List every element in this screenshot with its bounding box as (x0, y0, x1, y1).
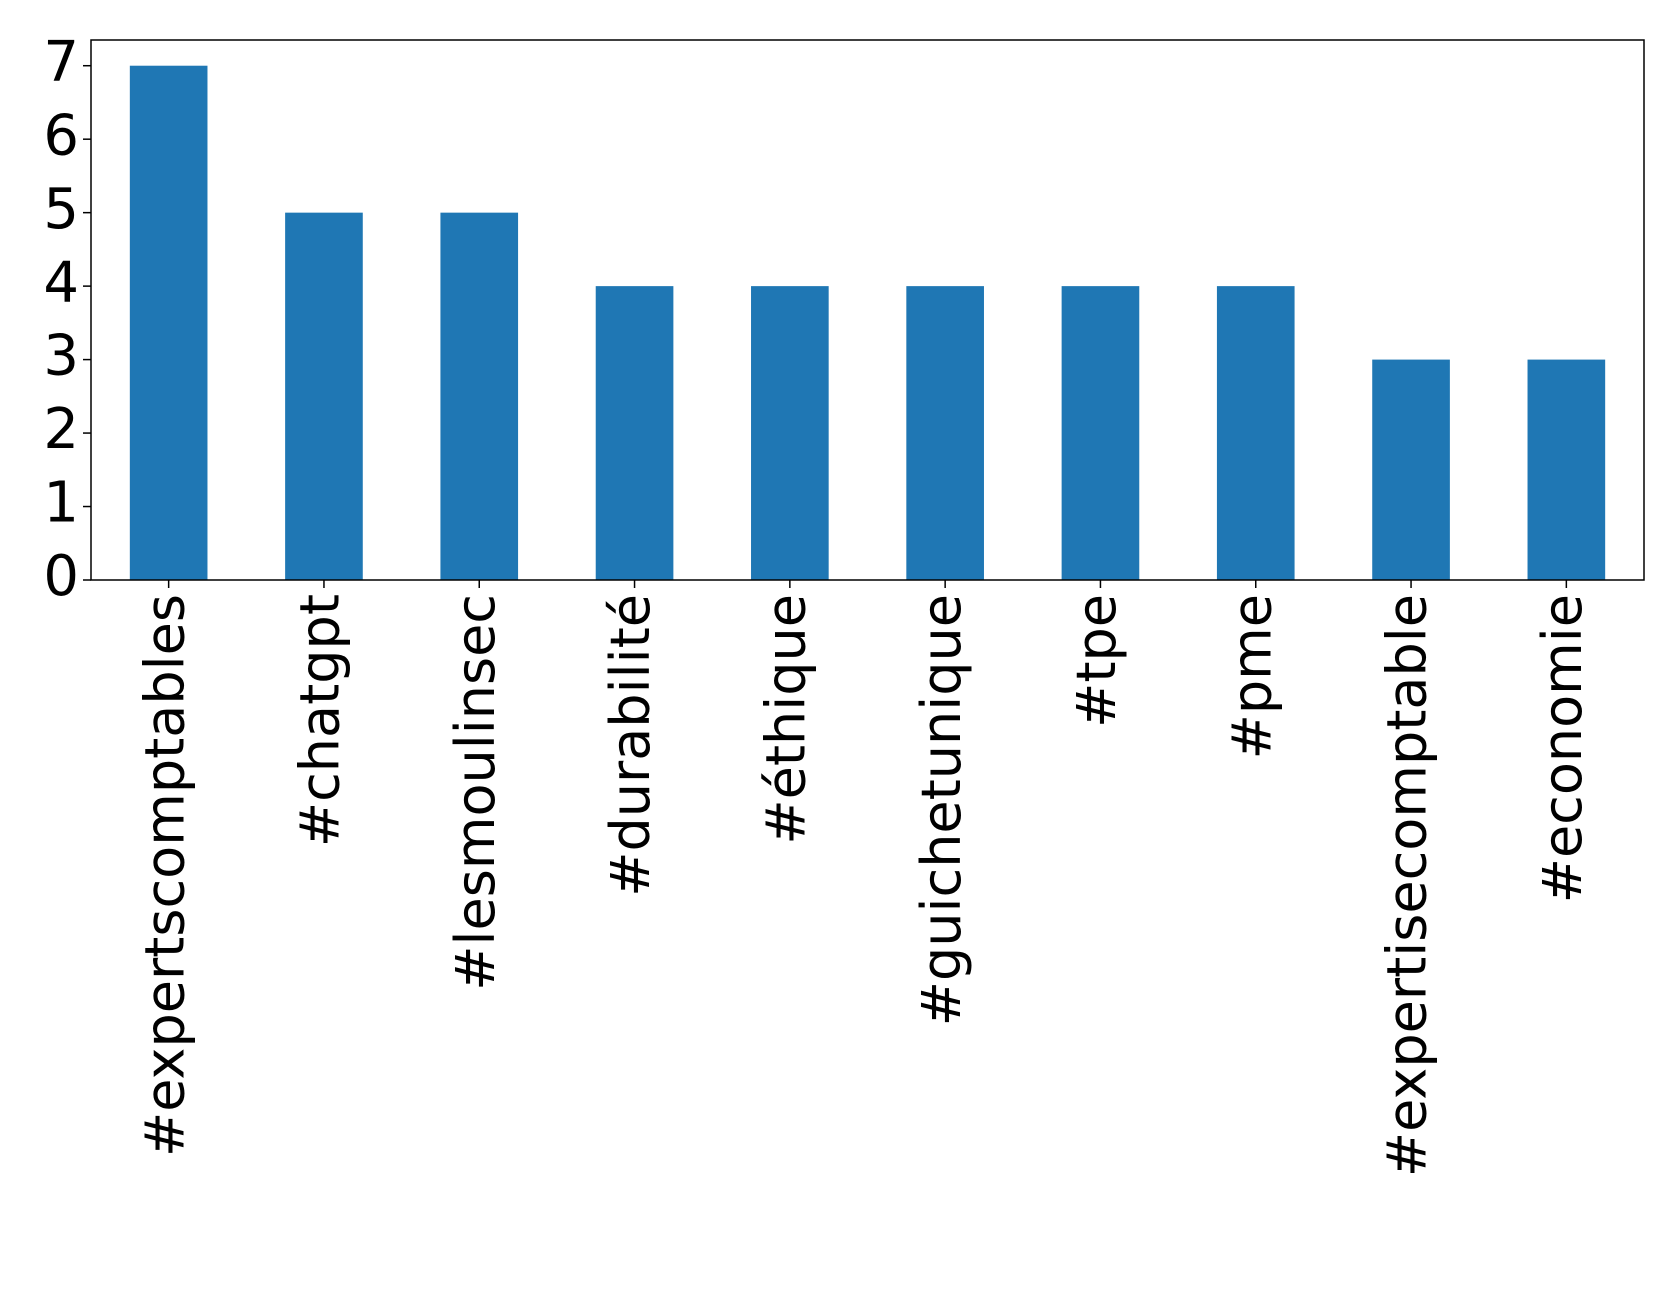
y-tick-label: 2 (43, 397, 79, 462)
x-tick-label: #economie (1531, 594, 1594, 903)
bar (906, 286, 984, 580)
x-tick-label: #durabilité (599, 594, 662, 897)
plot-frame (90, 39, 1645, 581)
bar (595, 286, 674, 580)
y-tick-label: 1 (43, 471, 79, 536)
bar (440, 212, 519, 580)
bar (751, 286, 829, 580)
x-tick-label: #chatgpt (289, 594, 352, 847)
x-tick-label: #expertisecomptable (1376, 594, 1439, 1177)
x-tick-label: #expertscomptables (133, 594, 196, 1157)
y-tick-label: 4 (43, 250, 79, 315)
x-tick-label: #pme (1220, 594, 1283, 759)
bar (285, 212, 363, 580)
bar (1061, 286, 1140, 580)
x-tick-label: #éthique (754, 594, 817, 845)
bar (1216, 286, 1295, 580)
y-tick-label: 5 (43, 177, 79, 242)
bar (1527, 359, 1606, 580)
y-tick-label: 7 (43, 30, 79, 95)
x-tick-label: #lesmoulinsec (444, 594, 507, 991)
x-tick-label: #tpe (1065, 594, 1128, 728)
y-tick-label: 0 (43, 544, 79, 609)
y-tick-label: 3 (43, 324, 79, 389)
bar (129, 65, 208, 580)
y-tick-label: 6 (43, 103, 79, 168)
x-tick-label: #guichetunique (910, 594, 973, 1026)
bar (1372, 359, 1450, 580)
